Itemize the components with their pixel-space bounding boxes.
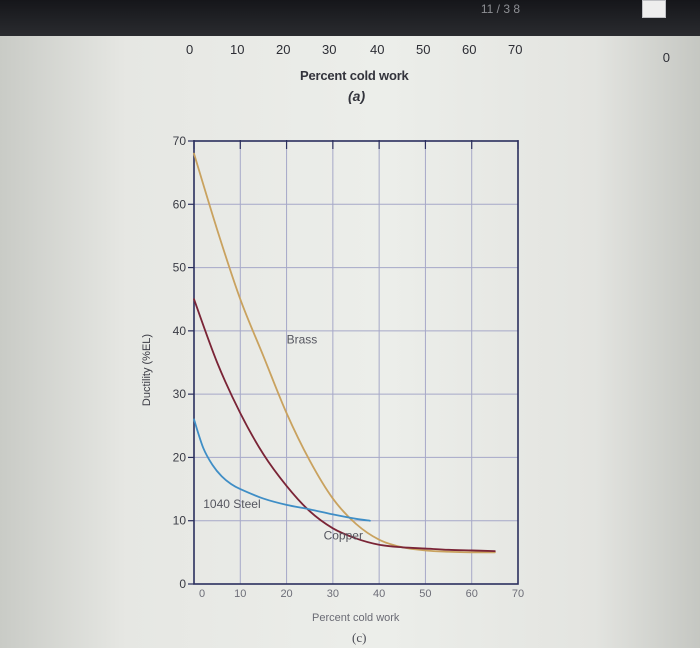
x-tick-label-50: 50 <box>419 588 431 600</box>
y-tick-label-60: 60 <box>173 197 187 211</box>
annotation-copper: Copper <box>324 529 363 543</box>
plot-frame <box>193 140 519 585</box>
previous-chart-panel-label: (a) <box>348 88 366 104</box>
corner-square-icon[interactable] <box>642 0 666 18</box>
series-lines <box>193 152 496 554</box>
prev-tick-70: 70 <box>508 42 523 57</box>
x-tick-label-0: 0 <box>199 588 205 600</box>
series-line-copper <box>193 298 496 552</box>
x-tick-labels: 0 10 20 30 40 50 60 70 <box>199 588 524 600</box>
prev-tick-10: 10 <box>230 42 245 57</box>
y-tick-label-0: 0 <box>179 577 186 591</box>
x-tick-label-60: 60 <box>466 588 478 600</box>
y-tick-labels: 0 10 20 30 40 50 60 70 <box>173 134 187 591</box>
top-bar-page-counter: 11 / 3 8 <box>480 2 520 16</box>
y-tick-label-30: 30 <box>173 387 187 401</box>
prev-tick-20: 20 <box>276 42 291 57</box>
x-tick-label-30: 30 <box>327 588 339 600</box>
annotation-1040-steel: 1040 Steel <box>203 497 260 511</box>
chart-panel-label: (c) <box>352 630 367 645</box>
series-line-1040-steel <box>193 418 371 522</box>
y-tick-label-50: 50 <box>173 261 187 275</box>
prev-tick-60: 60 <box>462 42 477 57</box>
y-tick-label-20: 20 <box>173 450 187 464</box>
annotation-brass: Brass <box>287 333 318 347</box>
y-tick-label-10: 10 <box>173 514 187 528</box>
previous-chart-x-label: Percent cold work <box>300 68 409 83</box>
x-tick-label-40: 40 <box>373 588 385 600</box>
prev-tick-30: 30 <box>322 42 337 57</box>
x-tick-label-70: 70 <box>512 588 524 600</box>
window-top-bar: 11 / 3 8 <box>0 0 700 36</box>
y-tick-label-70: 70 <box>173 134 187 148</box>
photographed-page <box>0 36 700 648</box>
curve-annotations: Brass Copper 1040 Steel <box>203 333 363 543</box>
x-axis-label: Percent cold work <box>312 612 400 624</box>
prev-tick-40: 40 <box>370 42 385 57</box>
prev-tick-0: 0 <box>186 42 194 57</box>
prev-tick-50: 50 <box>416 42 431 57</box>
y-tick-label-40: 40 <box>173 324 187 338</box>
series-line-brass <box>193 152 496 554</box>
edge-axis-zero: 0 <box>662 50 670 65</box>
y-axis-label: Ductility (%EL) <box>141 333 153 407</box>
x-tick-label-20: 20 <box>280 588 292 600</box>
x-tick-label-10: 10 <box>234 588 246 600</box>
